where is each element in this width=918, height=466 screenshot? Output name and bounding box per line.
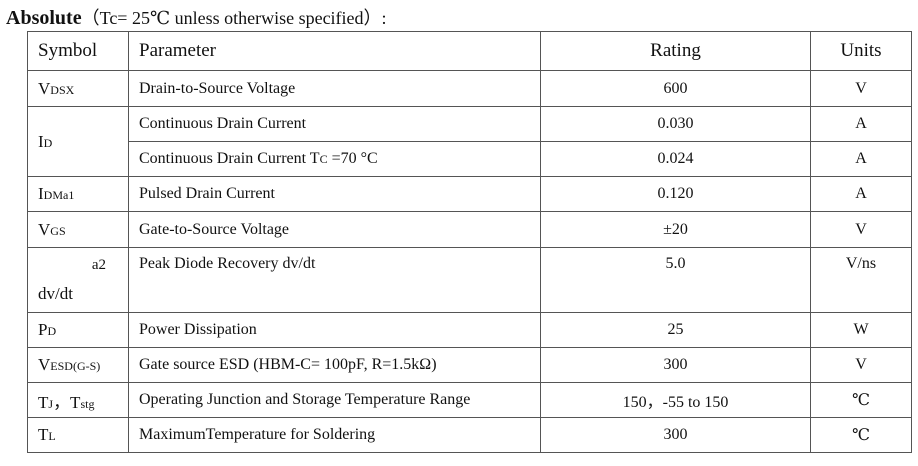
parameter-cell: Gate-to-Source Voltage <box>128 211 541 248</box>
absolute-ratings-table: Symbol Parameter Rating Units VDSX Drain… <box>27 31 912 453</box>
table-row: VDSX Drain-to-Source Voltage 600 V <box>27 70 912 107</box>
symbol-cell: PD <box>27 312 129 348</box>
unit-cell: ℃ <box>810 417 912 453</box>
table-header-row: Symbol Parameter Rating Units <box>27 31 912 71</box>
unit-cell: V/ns <box>810 247 912 313</box>
title-bold: Absolute <box>6 7 82 29</box>
unit-cell: A <box>810 106 912 142</box>
table-row: VESD(G-S) Gate source ESD (HBM-C= 100pF,… <box>27 347 912 383</box>
symbol-cell: TL <box>27 417 129 453</box>
parameter-cell: Power Dissipation <box>128 312 541 348</box>
unit-cell: V <box>810 70 912 107</box>
symbol-cell: a2 dv/dt <box>27 247 129 313</box>
rating-cell: 150，-55 to 150 <box>540 382 811 418</box>
rating-cell: ±20 <box>540 211 811 248</box>
rating-cell: 0.120 <box>540 176 811 212</box>
header-units: Units <box>810 31 912 71</box>
section-title: Absolute（Tc= 25℃ unless otherwise specif… <box>6 4 387 30</box>
rating-cell: 25 <box>540 312 811 348</box>
symbol-cell: TJ，Tstg <box>27 382 129 418</box>
table-row: PD Power Dissipation 25 W <box>27 312 912 348</box>
rating-cell: 5.0 <box>540 247 811 313</box>
table-row: TL MaximumTemperature for Soldering 300 … <box>27 417 912 453</box>
header-rating: Rating <box>540 31 811 71</box>
parameter-cell: Continuous Drain Current TC =70 °C <box>128 141 541 177</box>
unit-cell: V <box>810 347 912 383</box>
header-symbol: Symbol <box>27 31 129 71</box>
table-row: IDMa1 Pulsed Drain Current 0.120 A <box>27 176 912 212</box>
title-condition: （Tc= 25℃ unless otherwise specified）: <box>81 8 387 28</box>
parameter-cell: Continuous Drain Current <box>128 106 541 142</box>
symbol-cell: IDMa1 <box>27 176 129 212</box>
unit-cell: A <box>810 176 912 212</box>
symbol-superscript: a2 <box>91 257 106 273</box>
symbol-cell: VDSX <box>27 70 129 107</box>
rating-cell: 300 <box>540 347 811 383</box>
parameter-cell: Pulsed Drain Current <box>128 176 541 212</box>
table-row: Continuous Drain Current TC =70 °C 0.024… <box>28 141 912 177</box>
rating-cell: 0.024 <box>540 141 811 177</box>
table-row: ID Continuous Drain Current 0.030 A <box>27 106 912 177</box>
rating-cell: 300 <box>540 417 811 453</box>
parameter-cell: Peak Diode Recovery dv/dt <box>128 247 541 313</box>
table-row: TJ，Tstg Operating Junction and Storage T… <box>27 382 912 418</box>
header-parameter: Parameter <box>128 31 541 71</box>
symbol-cell: ID <box>27 106 129 177</box>
table-row: a2 dv/dt Peak Diode Recovery dv/dt 5.0 V… <box>27 247 912 313</box>
parameter-cell: Drain-to-Source Voltage <box>128 70 541 107</box>
symbol-text: dv/dt <box>38 284 73 303</box>
unit-cell: ℃ <box>810 382 912 418</box>
unit-cell: A <box>810 141 912 177</box>
table-row: VGS Gate-to-Source Voltage ±20 V <box>27 211 912 248</box>
symbol-cell: VGS <box>27 211 129 248</box>
rating-cell: 600 <box>540 70 811 107</box>
symbol-cell: VESD(G-S) <box>27 347 129 383</box>
parameter-cell: Gate source ESD (HBM-C= 100pF, R=1.5kΩ) <box>128 347 541 383</box>
parameter-cell: Operating Junction and Storage Temperatu… <box>128 382 541 418</box>
rating-cell: 0.030 <box>540 106 811 142</box>
parameter-cell: MaximumTemperature for Soldering <box>128 417 541 453</box>
unit-cell: V <box>810 211 912 248</box>
unit-cell: W <box>810 312 912 348</box>
